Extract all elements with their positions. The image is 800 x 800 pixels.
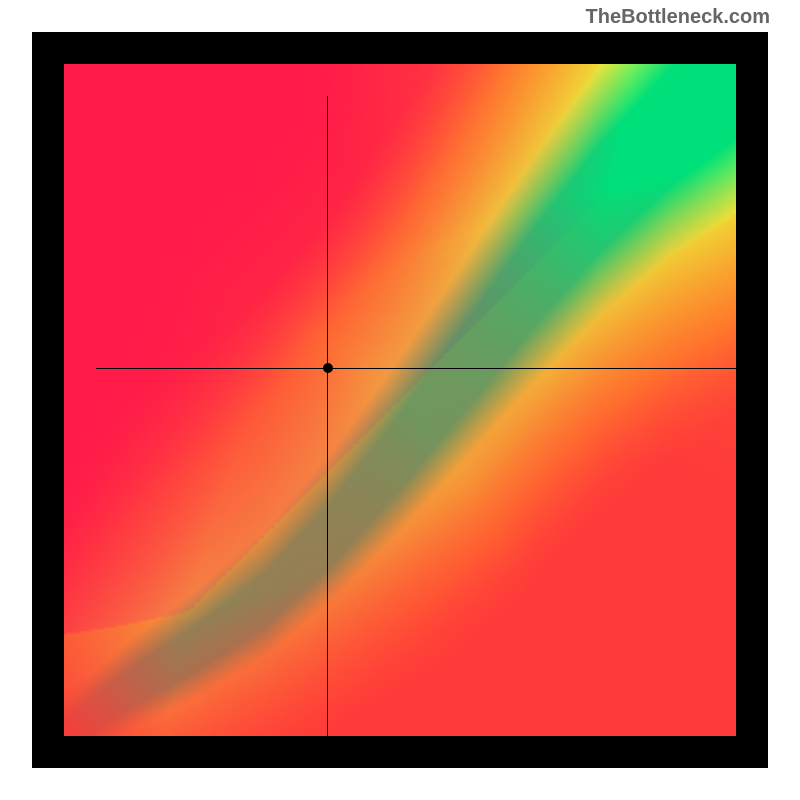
plot-frame <box>32 32 768 768</box>
crosshair-vertical <box>327 96 328 768</box>
heatmap-canvas <box>64 64 736 736</box>
watermark-text: TheBottleneck.com <box>586 6 770 29</box>
crosshair-horizontal <box>96 368 768 369</box>
chart-container: TheBottleneck.com <box>0 0 800 800</box>
marker-dot <box>323 363 333 373</box>
